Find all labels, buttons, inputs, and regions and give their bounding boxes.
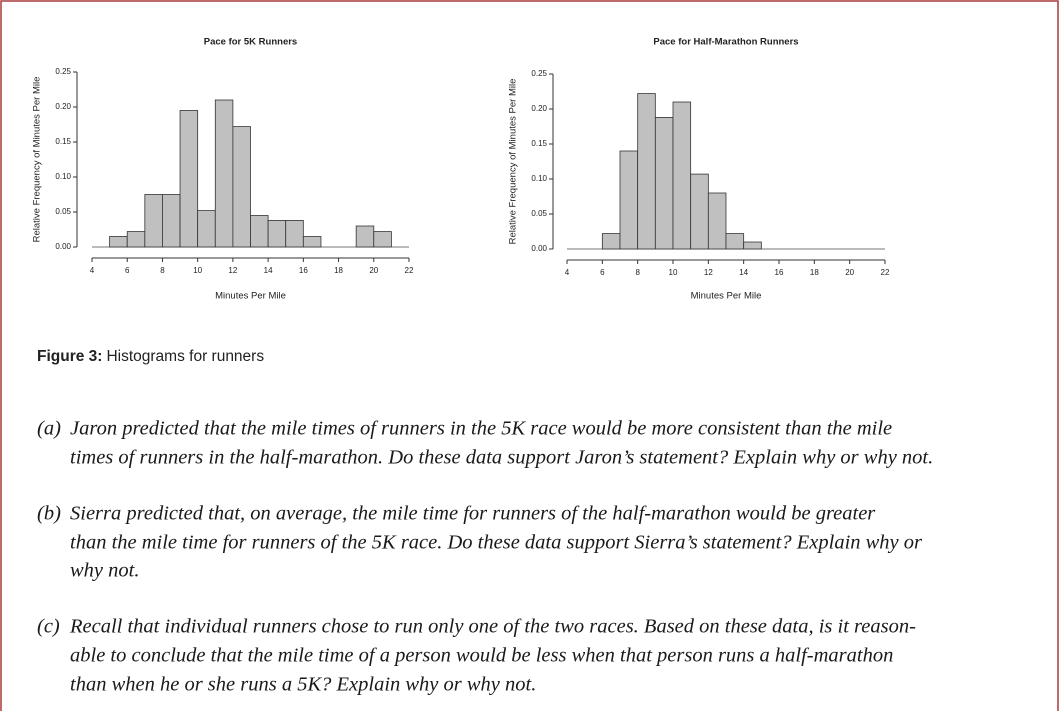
y-tick-label: 0.05 [531, 209, 547, 218]
x-tick-label: 10 [669, 268, 678, 277]
question-label: (a) [37, 418, 61, 440]
x-tick-label: 4 [90, 266, 95, 275]
bar [355, 225, 375, 248]
y-tick-label: 0.20 [55, 102, 71, 111]
x-tick-label: 4 [565, 268, 570, 277]
bar [232, 126, 251, 248]
y-axis-label: Relative Frequency of Minutes Per Mile [508, 79, 519, 245]
caption-label: Figure 3: [37, 348, 102, 365]
x-tick-label: 8 [160, 266, 165, 275]
bar [197, 210, 216, 248]
x-tick-label: 10 [193, 266, 202, 275]
y-tick-label: 0.10 [55, 172, 71, 181]
x-tick-label: 20 [369, 266, 378, 275]
x-tick-label: 20 [845, 268, 854, 277]
x-tick-label: 12 [704, 268, 713, 277]
question-line: able to conclude that the mile time of a… [70, 645, 893, 667]
x-tick-label: 12 [228, 266, 237, 275]
question-line: than the mile time for runners of the 5K… [70, 532, 923, 554]
x-tick-label: 14 [264, 266, 273, 275]
x-axis-label: Minutes Per Mile [215, 291, 286, 302]
bar [162, 194, 181, 248]
x-tick-label: 6 [125, 266, 130, 275]
bar [707, 192, 727, 250]
bar [373, 231, 392, 248]
bar [267, 219, 287, 248]
x-tick-label: 8 [635, 268, 640, 277]
question-line: than when he or she runs a 5K? Explain w… [70, 674, 536, 696]
x-tick-label: 18 [334, 266, 343, 275]
bar [126, 231, 146, 248]
x-tick-label: 16 [775, 268, 784, 277]
bar [601, 233, 621, 250]
x-tick-label: 6 [600, 268, 605, 277]
question-line: Sierra predicted that, on average, the m… [70, 503, 876, 525]
y-tick-label: 0.25 [55, 67, 71, 76]
x-tick-label: 18 [810, 268, 819, 277]
x-tick-label: 14 [739, 268, 748, 277]
bar [214, 99, 234, 248]
y-tick-label: 0.10 [531, 174, 547, 183]
question-line: why not. [70, 560, 139, 582]
y-axis-label: Relative Frequency of Minutes Per Mile [32, 77, 43, 243]
bar [725, 233, 745, 250]
bar [250, 215, 269, 248]
bar [690, 173, 709, 250]
bar [672, 101, 692, 250]
x-tick-label: 16 [299, 266, 308, 275]
bar [743, 241, 762, 250]
question-line: times of runners in the half-marathon. D… [70, 447, 933, 469]
x-axis-label: Minutes Per Mile [691, 291, 762, 302]
chart-title: Pace for 5K Runners [204, 37, 297, 48]
y-tick-label: 0.00 [531, 244, 547, 253]
question-label: (b) [37, 503, 61, 525]
caption-text: Histograms for runners [106, 348, 264, 365]
question-line: Jaron predicted that the mile times of r… [70, 418, 892, 440]
chart-title: Pace for Half-Marathon Runners [653, 37, 798, 48]
question-label: (c) [37, 616, 60, 638]
bar [637, 93, 656, 250]
bar [619, 150, 639, 250]
y-tick-label: 0.25 [531, 69, 547, 78]
y-tick-label: 0.15 [55, 137, 71, 146]
y-tick-label: 0.05 [55, 207, 71, 216]
bar [302, 236, 322, 248]
bar [109, 236, 128, 248]
x-tick-label: 22 [881, 268, 890, 277]
bar [285, 219, 304, 248]
figure-caption: Figure 3: Histograms for runners [37, 348, 264, 365]
y-tick-label: 0.20 [531, 104, 547, 113]
question-line: Recall that individual runners chose to … [69, 616, 916, 638]
x-tick-label: 22 [405, 266, 414, 275]
bar [654, 117, 674, 250]
bar [144, 194, 163, 248]
y-tick-label: 0.15 [531, 139, 547, 148]
bar [179, 110, 199, 248]
y-tick-label: 0.00 [55, 242, 71, 251]
